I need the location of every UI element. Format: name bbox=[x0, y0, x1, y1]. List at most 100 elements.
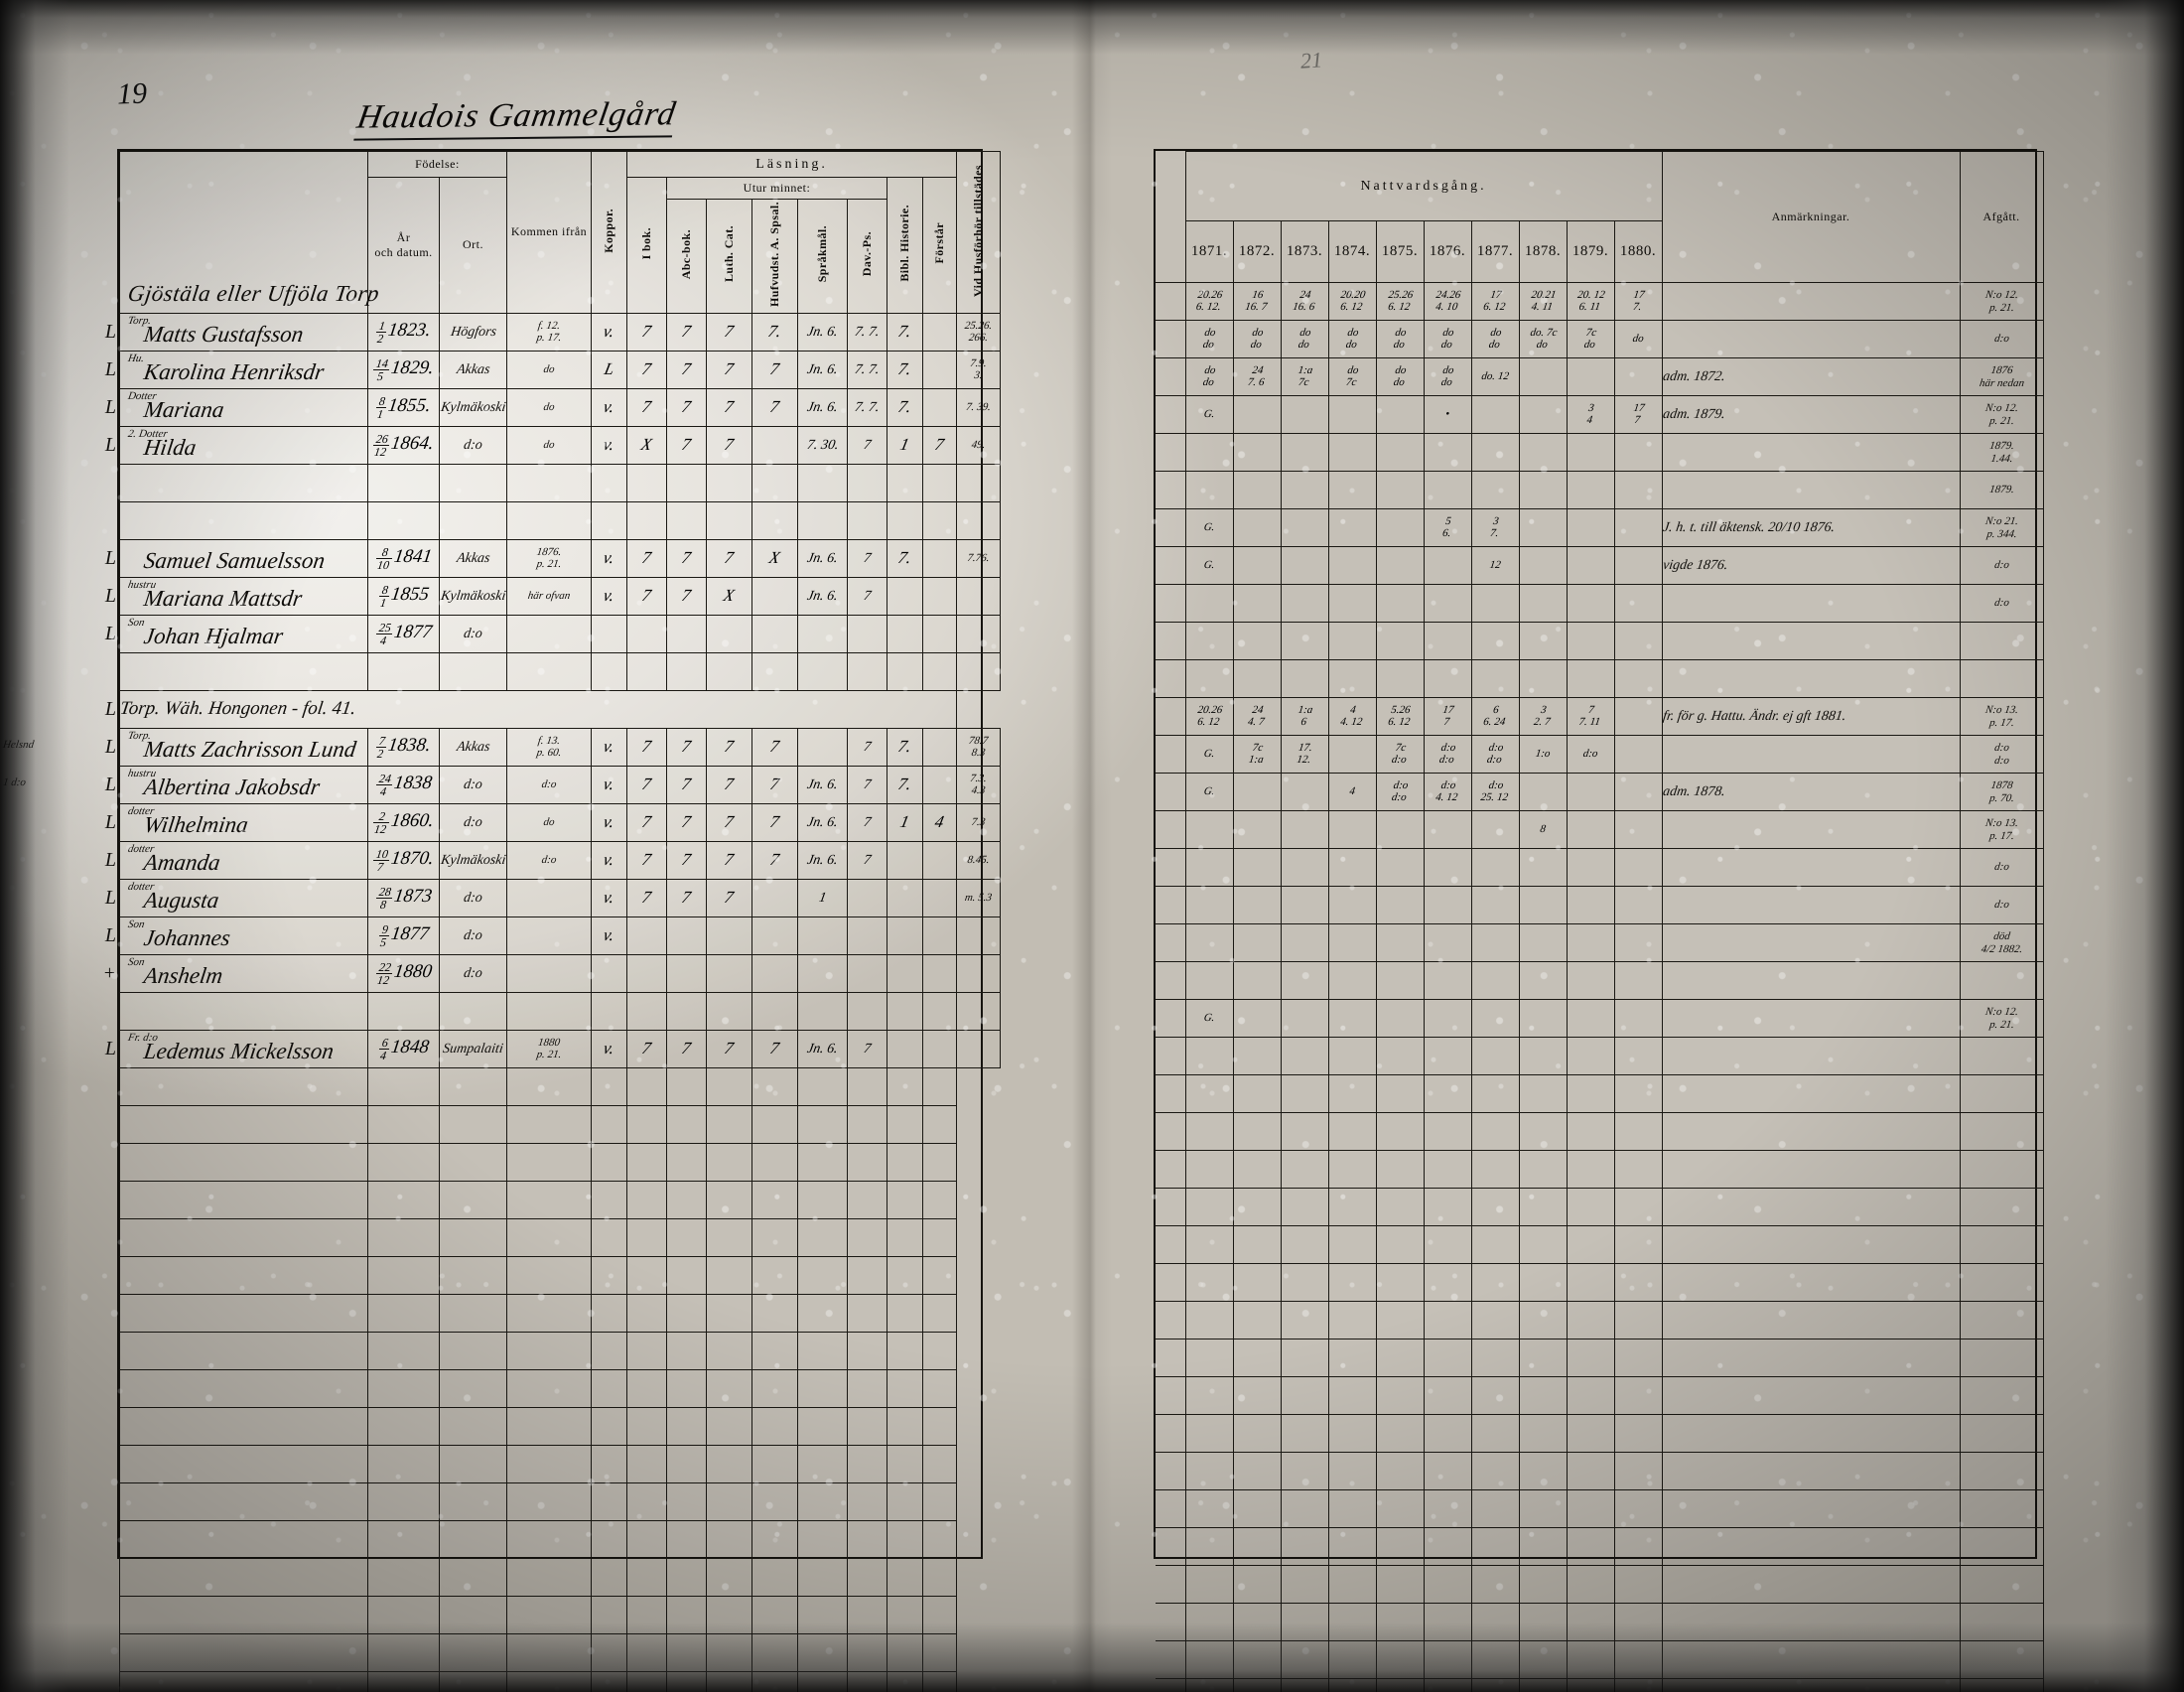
luth-cat-cell bbox=[706, 500, 753, 540]
communion-cell-1880 bbox=[1611, 773, 1665, 811]
empty-cell bbox=[1280, 1074, 1329, 1113]
luth-cat-cell: 7 bbox=[706, 727, 753, 767]
right-gutter-cell bbox=[1156, 961, 1186, 1000]
empty-cell bbox=[751, 1331, 799, 1370]
communion-value-bottom: G. bbox=[1202, 1011, 1216, 1024]
communion-value-top: 24 bbox=[1251, 363, 1265, 376]
table-row bbox=[119, 500, 1002, 540]
empty-cell bbox=[626, 1406, 668, 1446]
empty-cell bbox=[1184, 1225, 1234, 1264]
communion-cell-1879 bbox=[1564, 848, 1617, 887]
empty-cell bbox=[847, 1368, 888, 1408]
empty-cell bbox=[1470, 1376, 1520, 1415]
empty-cell bbox=[506, 1255, 593, 1295]
empty-row bbox=[1156, 1376, 2044, 1415]
husforhor-cell: 7.3 bbox=[956, 802, 1002, 842]
husforhor-cell: 25.26. 266. bbox=[956, 312, 1002, 352]
bibl-historie-cell bbox=[887, 614, 924, 653]
birth-year: 1864. bbox=[389, 433, 436, 455]
empty-cell bbox=[1566, 1603, 1615, 1641]
table-row: G. 4 d:o d:o d:o 4. 12 d:o 25. 12 adm. 1878. 1878… bbox=[1156, 773, 2044, 811]
birth-year: 1841 bbox=[392, 546, 434, 568]
name-cell: L Fr. d:o Ledemus Mickelsson bbox=[105, 1029, 368, 1068]
empty-cell bbox=[847, 1255, 888, 1295]
abc-bok-cell: 7 bbox=[666, 425, 708, 465]
birth-date-cell: 28 8 1873 bbox=[367, 878, 440, 917]
empty-cell bbox=[1375, 1263, 1425, 1302]
birth-date-cell: 26 12 1864. bbox=[367, 425, 440, 465]
empty-cell bbox=[1959, 1188, 2044, 1226]
empty-cell bbox=[1280, 1339, 1329, 1377]
communion-value-top: 8 bbox=[1539, 822, 1547, 835]
right-gutter-cell bbox=[1156, 508, 1186, 547]
dav-ps-cell bbox=[847, 953, 888, 993]
empty-cell bbox=[1959, 1565, 2044, 1604]
communion-cell-1877 bbox=[1468, 961, 1522, 1000]
empty-cell bbox=[847, 1406, 888, 1446]
bibl-historie-cell: 7. bbox=[887, 765, 924, 804]
afgatt-cell: N:o 13. p. 17. bbox=[1959, 810, 2044, 849]
empty-cell bbox=[506, 1632, 593, 1672]
empty-row bbox=[1156, 1678, 2044, 1692]
communion-cell-1871 bbox=[1182, 471, 1236, 509]
empty-cell bbox=[438, 1519, 508, 1559]
empty-cell bbox=[506, 1406, 593, 1446]
empty-cell bbox=[887, 1519, 924, 1559]
communion-cell-1879: 7c do bbox=[1564, 320, 1617, 358]
empty-cell bbox=[626, 1142, 668, 1182]
communion-cell-1873: 17. 12. bbox=[1278, 735, 1331, 774]
empty-cell bbox=[1661, 1414, 1961, 1453]
empty-row bbox=[1156, 1414, 2044, 1453]
empty-cell bbox=[367, 1180, 440, 1219]
row-tick: L bbox=[104, 622, 116, 644]
communion-cell-1878 bbox=[1516, 848, 1570, 887]
empty-cell bbox=[957, 1407, 1001, 1445]
empty-cell bbox=[1518, 1188, 1568, 1226]
abc-bok-cell bbox=[666, 651, 708, 691]
row-tick: L bbox=[104, 320, 116, 343]
empty-row bbox=[119, 1293, 1001, 1333]
communion-cell-1878: 8 bbox=[1516, 810, 1570, 849]
empty-cell bbox=[1661, 1640, 1961, 1679]
communion-cell-1878 bbox=[1516, 923, 1570, 962]
header-utur-minnet: Utur minnet: bbox=[666, 177, 888, 200]
empty-cell bbox=[1327, 1452, 1377, 1490]
forstar-cell bbox=[922, 463, 958, 502]
communion-value-bottom: 4. 10 bbox=[1434, 300, 1459, 313]
hufvudst-cell bbox=[751, 614, 799, 653]
communion-cell-1878 bbox=[1516, 773, 1570, 811]
empty-cell bbox=[666, 1519, 708, 1559]
communion-value-bottom: 4. 11 bbox=[1530, 300, 1554, 313]
anmarkningar-cell bbox=[1661, 584, 1961, 623]
table-row: L 2. Dotter Hilda 26 12 1864. d:o do v. X 7 7 7. 30.… bbox=[105, 425, 1002, 465]
husforhor-cell bbox=[956, 1029, 1002, 1068]
koppor-cell bbox=[591, 651, 628, 691]
communion-cell-1872 bbox=[1230, 848, 1284, 887]
dav-ps-cell: 7. 7. bbox=[847, 387, 888, 427]
koppor-cell bbox=[591, 991, 628, 1031]
birth-year: 1860. bbox=[389, 810, 436, 832]
table-row bbox=[119, 991, 1002, 1031]
communion-cell-1878: do. 7c do bbox=[1516, 320, 1570, 358]
koppor-cell bbox=[591, 953, 628, 993]
empty-cell bbox=[887, 1632, 924, 1672]
empty-cell bbox=[1232, 1112, 1282, 1151]
koppor-cell: v. bbox=[591, 312, 628, 352]
empty-cell bbox=[1423, 1225, 1472, 1264]
empty-cell bbox=[1232, 1489, 1282, 1528]
birth-date-cell: 24 4 1838 bbox=[367, 765, 440, 804]
forstar-cell bbox=[922, 576, 958, 616]
header-year-4: 1874. bbox=[1327, 220, 1377, 283]
empty-cell bbox=[1470, 1339, 1520, 1377]
hufvudst-cell bbox=[751, 651, 799, 691]
afgatt-line-1: N:o 13. bbox=[1983, 816, 2019, 829]
empty-cell bbox=[1613, 1150, 1663, 1189]
empty-cell bbox=[1280, 1452, 1329, 1490]
table-row: 1879. bbox=[1156, 471, 2044, 509]
birth-place-cell: Kylmäkoski bbox=[438, 840, 508, 880]
empty-cell bbox=[1959, 1339, 2044, 1377]
koppor-cell: v. bbox=[591, 425, 628, 465]
empty-cell bbox=[119, 1293, 368, 1333]
communion-cell-1873 bbox=[1278, 433, 1331, 472]
table-row: d:o bbox=[1156, 848, 2044, 887]
